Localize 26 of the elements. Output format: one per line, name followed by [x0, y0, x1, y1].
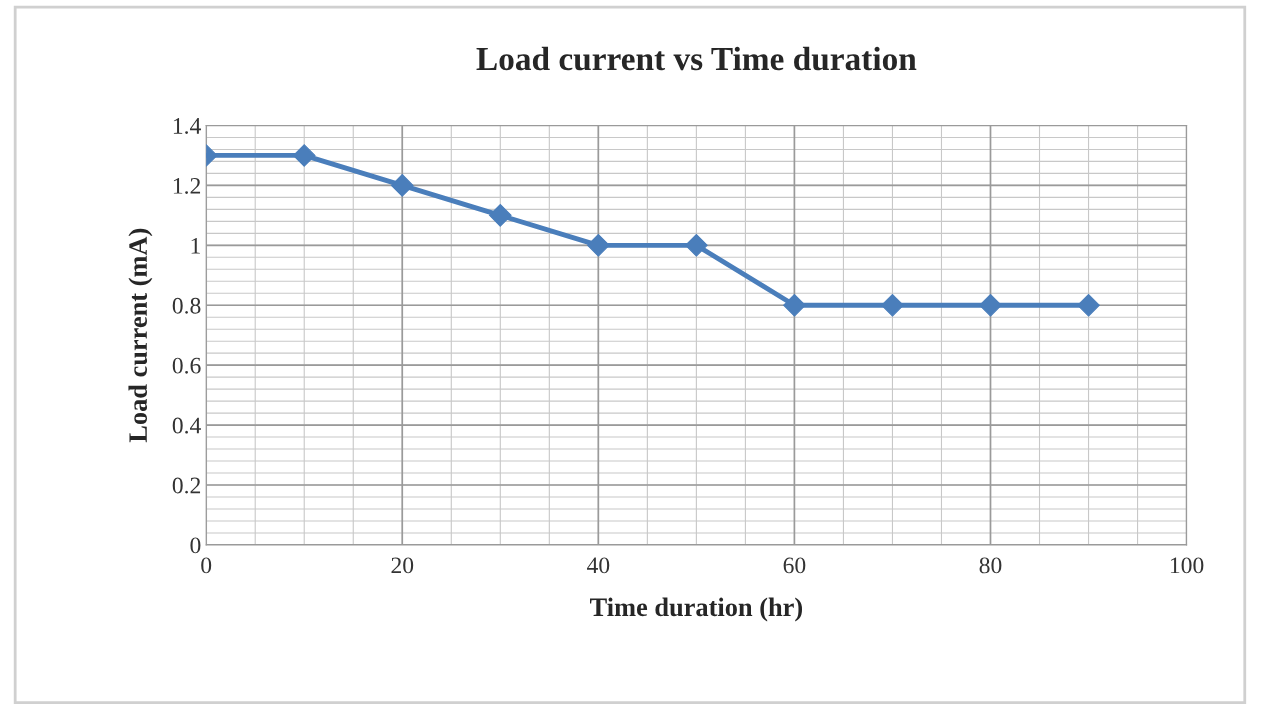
x-tick-label: 0 [201, 557, 212, 574]
x-axis-title: Time duration (hr) [590, 597, 803, 622]
point [685, 233, 708, 257]
y-tick-label: 0.8 [172, 297, 201, 314]
y-tick-label: 1.4 [173, 118, 201, 134]
y-tick-label: 0.4 [172, 417, 201, 434]
point [587, 233, 610, 257]
point [881, 293, 904, 317]
y-tick-label: 0 [190, 537, 201, 554]
y-tick-label: 0.2 [172, 477, 201, 494]
point [292, 144, 316, 167]
x-tick-label: 80 [979, 557, 1002, 574]
point [390, 174, 414, 197]
y-tick-label: 1.2 [173, 177, 201, 194]
point [488, 204, 512, 227]
point [1077, 293, 1100, 317]
x-tick-label: 20 [391, 557, 414, 574]
y-tick-label: 0.6 [172, 357, 201, 374]
x-tick-label: 40 [587, 557, 610, 574]
point [783, 293, 806, 317]
point [979, 293, 1002, 317]
y-axis-title: Load current (mA) [128, 228, 153, 443]
chart-title: Load current vs Time duration [476, 46, 917, 71]
x-tick-label: 60 [783, 557, 806, 574]
x-tick-label: 100 [1170, 557, 1204, 574]
y-tick-label: 1 [191, 237, 200, 254]
